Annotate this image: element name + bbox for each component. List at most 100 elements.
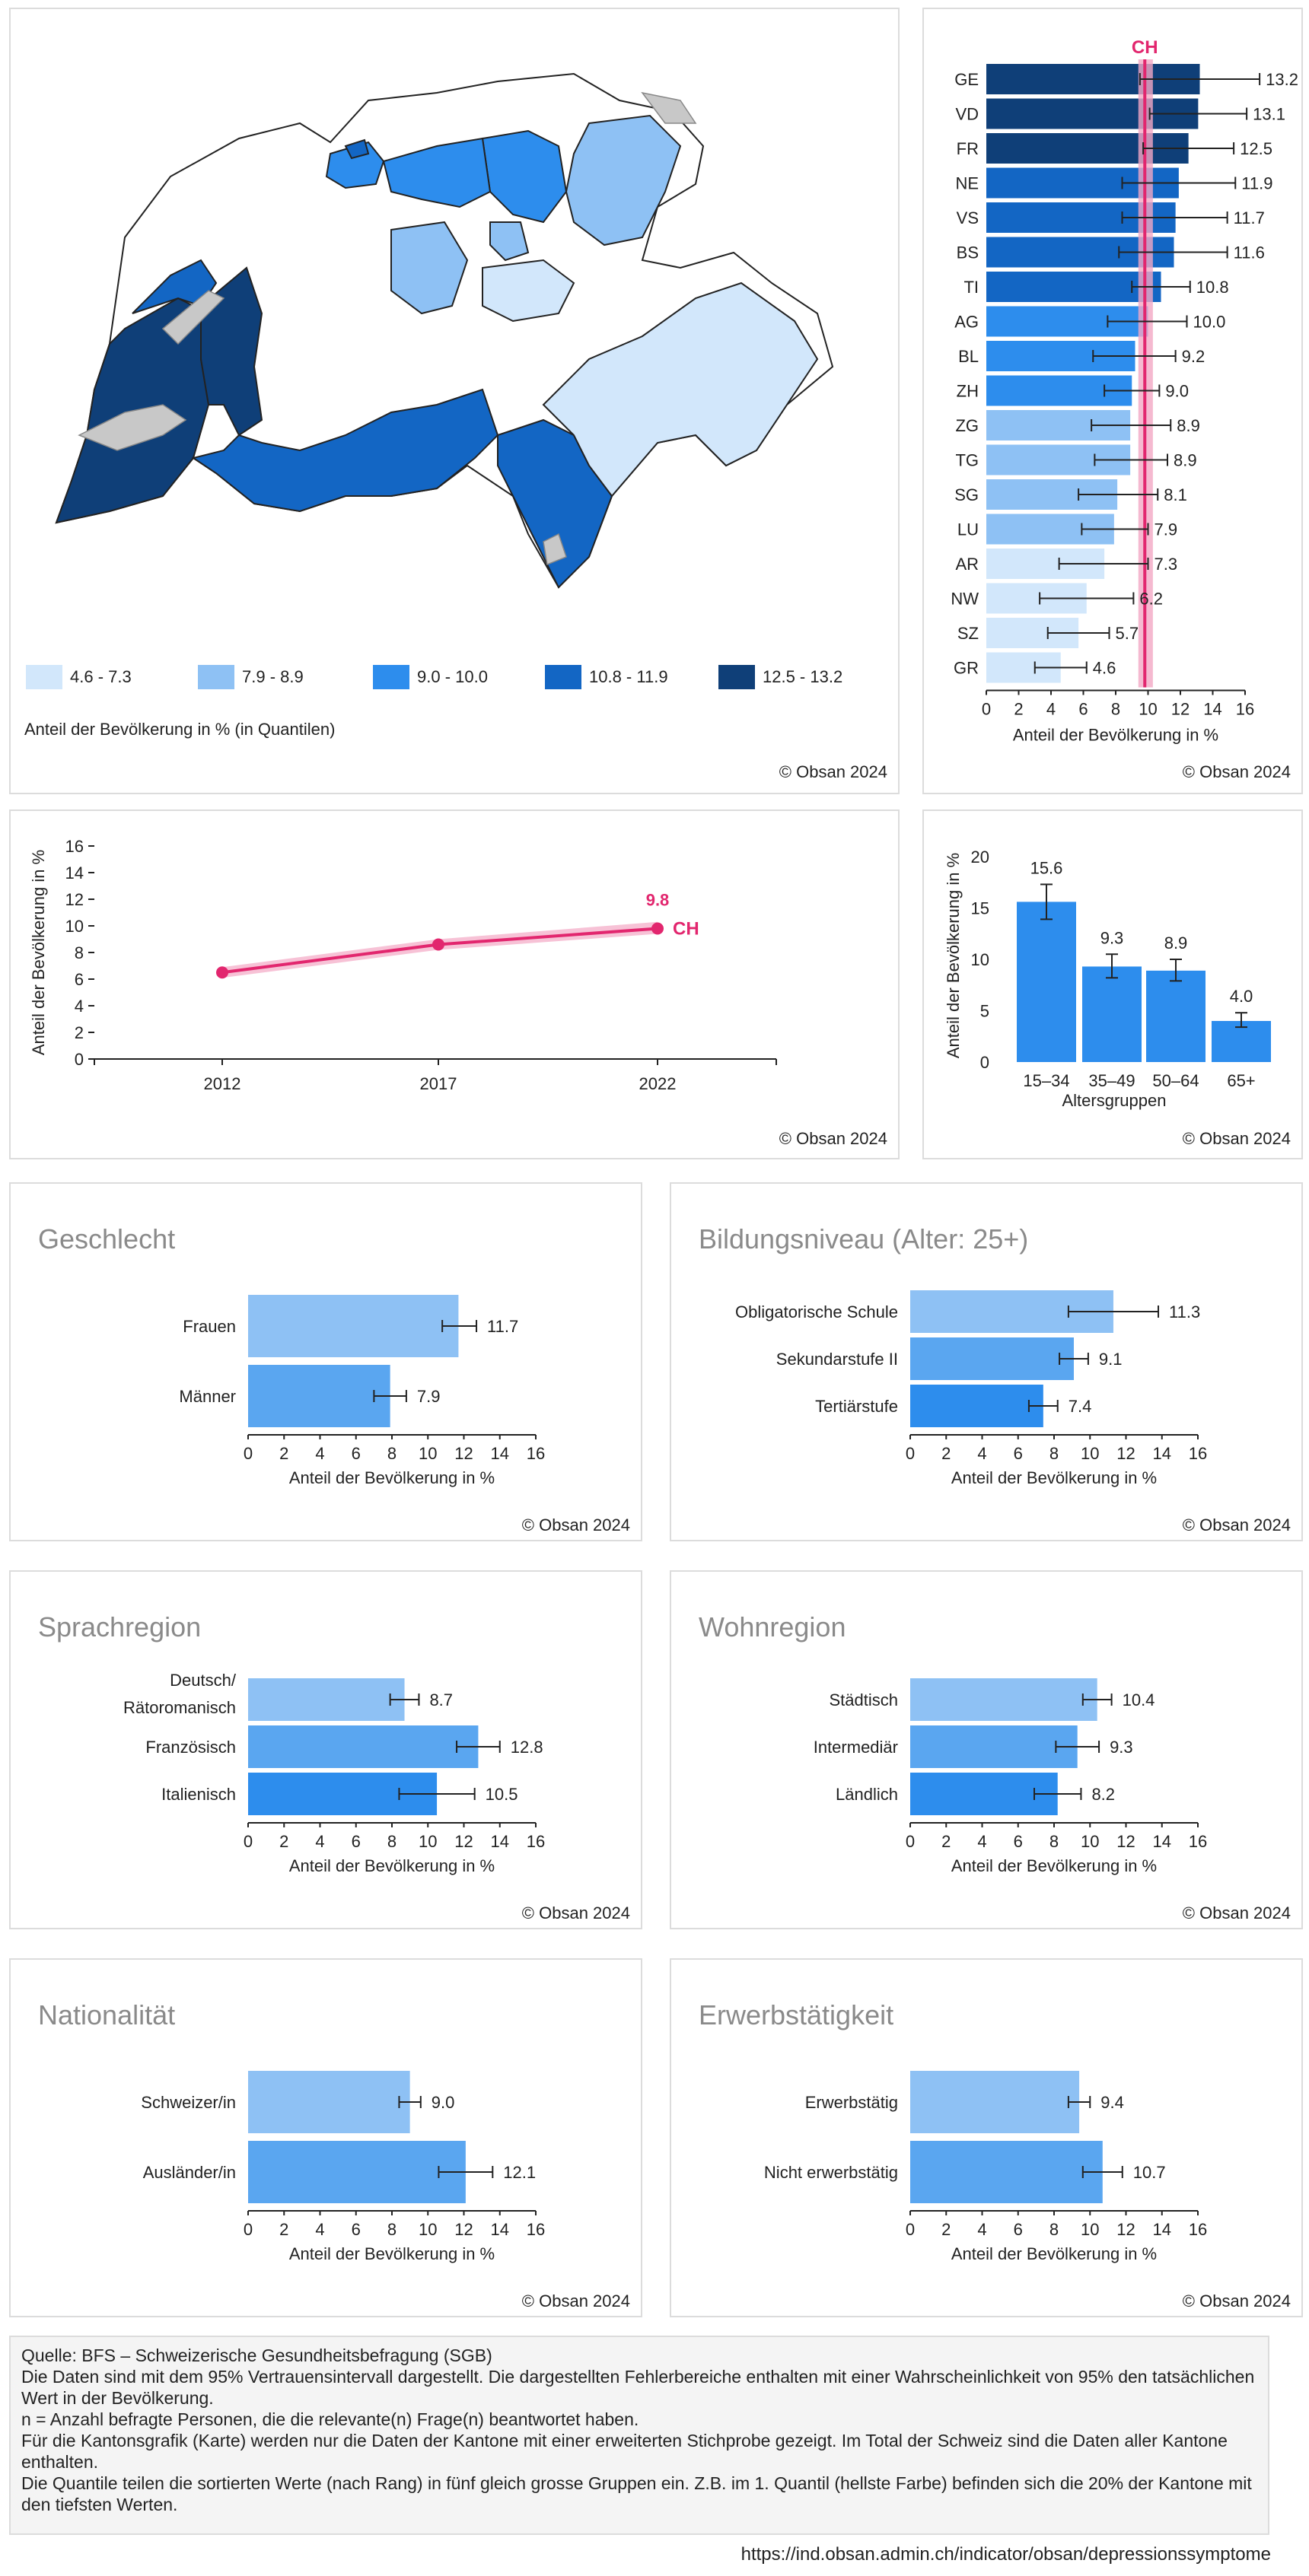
canton-bar-chart: GE VD FR NE VS BS TI AG BL ZH ZG TG SG LU AR NW SZ GR CH 13…	[951, 37, 1298, 745]
panel-copyright: © Obsan 2024	[1182, 1903, 1291, 1922]
category-bar	[248, 1365, 390, 1427]
canton-sz-nw	[482, 259, 575, 323]
age-bar	[1146, 970, 1205, 1062]
x-tick-label: 8	[1111, 700, 1120, 719]
legend-label: 7.9 - 8.9	[242, 667, 304, 686]
x-tick-label: 10	[1081, 1832, 1099, 1851]
canton-bl	[325, 141, 385, 189]
canton-label: ZH	[957, 382, 979, 401]
x-tick-label: 14	[491, 1832, 509, 1851]
value-label: 12.1	[503, 2163, 536, 2182]
x-tick-label: 6	[352, 2220, 361, 2239]
legend-item: 10.8 - 11.9	[545, 665, 668, 689]
panel-erwerb: Erwerbstätigkeit Erwerbstätig 9.4 Nicht er…	[670, 1958, 1303, 2317]
x-tick-label: 4	[315, 1444, 324, 1463]
y-tick-label: 15	[971, 899, 989, 918]
value-label: 15.6	[1030, 858, 1063, 877]
x-tick-label: 10	[1139, 700, 1157, 719]
panel-sprache: Sprachregion Deutsch/Rätoromanisch 8.7 Fra…	[9, 1570, 642, 1929]
canton-ti	[497, 418, 613, 589]
x-tick-label: 4	[315, 2220, 324, 2239]
value-label: 11.7	[1234, 208, 1265, 227]
y-tick-label: 5	[980, 1002, 989, 1021]
canton-label: NE	[955, 174, 979, 193]
age-panel: 0 5 10 15 20 15.6 15–34 9.3 35–49 8.9 50–64 4.0 65+ A…	[922, 809, 1303, 1159]
category-bar	[910, 1678, 1097, 1721]
canton-label: GR	[954, 659, 979, 678]
value-label: 5.7	[1116, 624, 1139, 643]
category-label: Städtisch	[830, 1690, 899, 1709]
y-tick-label: 14	[65, 863, 84, 883]
category-label: Sekundarstufe II	[776, 1350, 898, 1369]
legend-label: 12.5 - 13.2	[763, 667, 843, 686]
canton-bar-panel: GE VD FR NE VS BS TI AG BL ZH ZG TG SG LU AR NW SZ GR CH 13…	[922, 8, 1303, 794]
n-note: n = Anzahl befragte Personen, die die re…	[21, 2409, 639, 2429]
lake-leman	[78, 404, 187, 451]
panel-copyright: © Obsan 2024	[521, 1515, 630, 1534]
value-label: 9.0	[1165, 382, 1189, 401]
map-copyright: © Obsan 2024	[779, 762, 887, 781]
canton-label: FR	[957, 139, 979, 158]
map-panel: 4.6 - 7.3 7.9 - 8.9 9.0 - 10.0 10.8 - 11.9 1…	[9, 8, 900, 794]
value-label: 6.2	[1139, 590, 1163, 609]
x-tick-label: 10	[1081, 1444, 1099, 1463]
value-label: 8.9	[1177, 416, 1200, 435]
x-tick-label: 15–34	[1023, 1071, 1069, 1090]
value-label: 8.2	[1091, 1785, 1115, 1804]
value-label: 7.9	[1155, 520, 1178, 539]
x-tick-label: 0	[906, 1832, 915, 1851]
x-axis-title: Anteil der Bevölkerung in %	[951, 1468, 1157, 1487]
category-bar	[910, 1337, 1074, 1380]
value-label: 9.1	[1099, 1350, 1123, 1369]
category-label: Tertiärstufe	[815, 1397, 898, 1416]
y-tick-label: 0	[75, 1050, 84, 1069]
value-label: 4.0	[1230, 987, 1253, 1006]
legend-item: 4.6 - 7.3	[26, 665, 132, 689]
value-label: 8.7	[429, 1690, 453, 1709]
x-tick-label: 14	[491, 2220, 509, 2239]
x-tick-label: 0	[244, 1444, 253, 1463]
panel-title: Sprachregion	[38, 1611, 202, 1643]
value-label: 10.8	[1196, 278, 1229, 297]
y-tick-label: 10	[971, 950, 989, 969]
category-bar	[248, 2141, 466, 2203]
value-label: 13.1	[1253, 105, 1285, 124]
panel-title: Nationalität	[38, 1999, 176, 2031]
canton-lu	[390, 221, 469, 315]
value-label: 11.9	[1241, 174, 1272, 193]
trend-line-chart: 0 2 4 6 8 10 12 14 16 2012 2017 2022 9.8CH Anteil der…	[29, 837, 777, 1093]
canton-label: TI	[963, 278, 979, 297]
x-tick-label: 8	[387, 1444, 397, 1463]
x-axis-title: Anteil der Bevölkerung in %	[1013, 726, 1218, 745]
source-url-link[interactable]: https://ind.obsan.admin.ch/indicator/obs…	[740, 2544, 1271, 2565]
x-tick-label: 6	[1014, 1832, 1023, 1851]
value-label: 10.4	[1123, 1690, 1155, 1709]
x-tick-label: 0	[244, 1832, 253, 1851]
category-label: Ausländer/in	[143, 2163, 236, 2182]
x-tick-label: 4	[977, 1444, 986, 1463]
x-axis-title: Anteil der Bevölkerung in %	[289, 1468, 495, 1487]
category-label: Italienisch	[161, 1785, 236, 1804]
value-label: 10.5	[486, 1785, 518, 1804]
canton-label: SG	[954, 485, 979, 504]
legend-label: 9.0 - 10.0	[417, 667, 488, 686]
y-axis-title: Anteil der Bevölkerung in %	[944, 853, 963, 1058]
category-label: Rätoromanisch	[123, 1698, 236, 1717]
value-label: 11.3	[1169, 1302, 1200, 1321]
category-bar	[910, 1725, 1078, 1768]
panel-geschlecht: Geschlecht Frauen 11.7 Männer 7.9 0 2 4 6 8 10 12 1…	[9, 1182, 642, 1541]
value-label: 7.4	[1069, 1397, 1092, 1416]
canton-vs	[191, 388, 499, 513]
value-label: 4.6	[1093, 659, 1116, 678]
x-tick-label: 16	[1236, 700, 1254, 719]
x-tick-label: 2017	[420, 1074, 457, 1093]
panel-bildung: Bildungsniveau (Alter: 25+) Obligatorisc…	[670, 1182, 1303, 1541]
nation-bar-chart: Schweizer/in 9.0 Ausländer/in 12.1 0 2 4 6 8 10 12…	[141, 2071, 545, 2263]
canton-label: BL	[958, 347, 979, 366]
value-label: 9.0	[432, 2093, 455, 2112]
category-bar	[248, 1725, 479, 1768]
panel-title: Wohnregion	[699, 1611, 846, 1643]
canton-zh	[481, 129, 568, 224]
y-tick-label: 20	[971, 848, 989, 867]
ch-label: CH	[1132, 37, 1158, 58]
